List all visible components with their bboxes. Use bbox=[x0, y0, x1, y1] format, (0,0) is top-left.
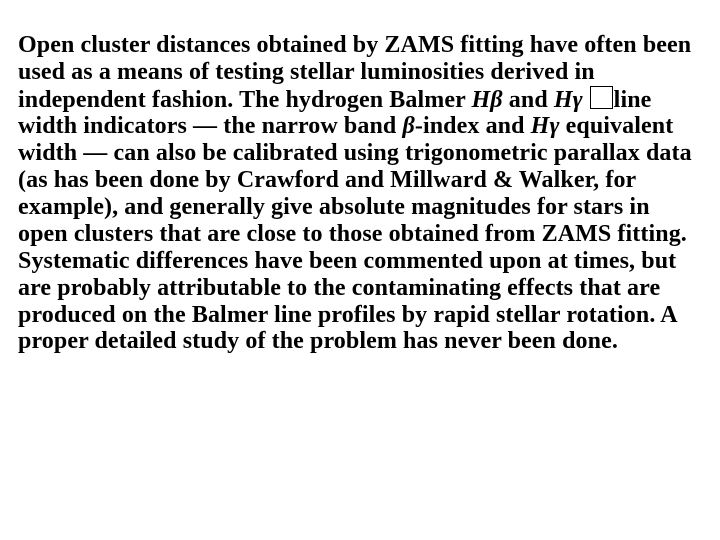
text-run: equivalent width — can also be calibrate… bbox=[18, 113, 692, 354]
page: Open cluster distances obtained by ZAMS … bbox=[0, 0, 720, 355]
missing-glyph-icon bbox=[590, 86, 613, 109]
symbol-h-beta: Hβ bbox=[472, 87, 503, 113]
text-run: and bbox=[503, 87, 554, 113]
symbol-h-gamma: Hγ bbox=[531, 113, 560, 139]
symbol-beta: β bbox=[402, 113, 414, 139]
text-run bbox=[583, 87, 589, 113]
text-run: -index and bbox=[415, 113, 531, 139]
symbol-h-gamma: Hγ bbox=[554, 87, 583, 113]
body-paragraph: Open cluster distances obtained by ZAMS … bbox=[18, 32, 702, 355]
